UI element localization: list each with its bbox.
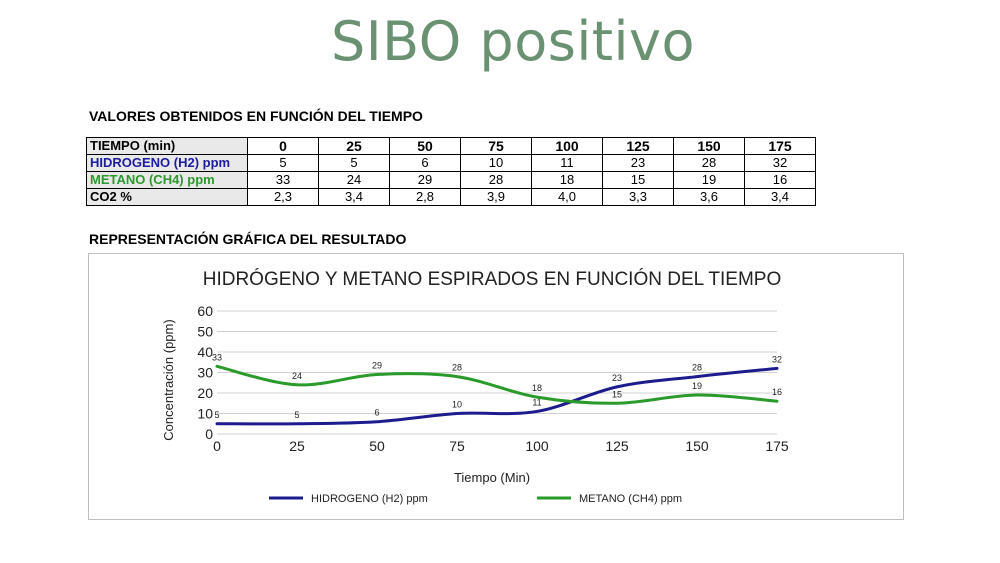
data-label: 16 — [772, 387, 782, 397]
x-tick-label: 0 — [213, 438, 221, 454]
x-axis-label: Tiempo (Min) — [454, 470, 530, 485]
data-label: 28 — [452, 363, 462, 373]
data-label: 10 — [452, 400, 462, 410]
table-cell: 33 — [247, 171, 319, 189]
row-label: METANO (CH4) ppm — [86, 171, 248, 189]
data-label: 29 — [372, 361, 382, 371]
table-cell: 3,4 — [744, 188, 816, 206]
table-cell: 75 — [460, 137, 532, 155]
table-cell: 4,0 — [531, 188, 603, 206]
table-cell: 16 — [744, 171, 816, 189]
data-label: 11 — [532, 397, 541, 407]
y-tick-label: 30 — [197, 365, 213, 381]
data-label: 15 — [612, 389, 622, 399]
table-cell: 25 — [318, 137, 390, 155]
table-cell: 2,8 — [389, 188, 461, 206]
table-row: CO2 % 2,3 3,4 2,8 3,9 4,0 3,3 3,6 3,4 — [86, 188, 816, 206]
table-cell: 3,6 — [673, 188, 745, 206]
table-cell: 18 — [531, 171, 603, 189]
table-cell: 5 — [247, 154, 319, 172]
table-cell: 150 — [673, 137, 745, 155]
data-label: 5 — [214, 410, 219, 420]
table-cell: 10 — [460, 154, 532, 172]
table-cell: 5 — [318, 154, 390, 172]
data-label: 33 — [212, 352, 222, 362]
series-line-hidrogeno — [215, 366, 779, 426]
page-title: SIBO positivo — [330, 10, 696, 73]
data-label: 32 — [772, 354, 782, 364]
table-header-row: TIEMPO (min) 0 25 50 75 100 125 150 175 — [86, 137, 816, 155]
y-tick-label: 10 — [197, 406, 213, 422]
data-label: 5 — [294, 410, 299, 420]
table-cell: 3,9 — [460, 188, 532, 206]
legend-label: HIDROGENO (H2) ppm — [311, 493, 428, 505]
table-cell: 29 — [389, 171, 461, 189]
line-chart: HIDRÓGENO Y METANO ESPIRADOS EN FUNCIÓN … — [161, 268, 789, 505]
values-table: TIEMPO (min) 0 25 50 75 100 125 150 175 HIDROGENO… — [86, 137, 816, 206]
table-cell: 2,3 — [247, 188, 319, 206]
x-tick-label: 100 — [525, 438, 549, 454]
data-label: 24 — [292, 371, 302, 381]
y-tick-label: 50 — [197, 324, 213, 340]
table-section-title: VALORES OBTENIDOS EN FUNCIÓN DEL TIEMPO — [89, 108, 423, 124]
x-tick-label: 150 — [685, 438, 709, 454]
table-row: HIDROGENO (H2) ppm 5 5 6 10 11 23 28 32 — [86, 154, 816, 172]
table-cell: 28 — [460, 171, 532, 189]
row-label: HIDROGENO (H2) ppm — [86, 154, 248, 172]
y-tick-label: 40 — [197, 344, 213, 360]
chart-container: HIDRÓGENO Y METANO ESPIRADOS EN FUNCIÓN … — [88, 253, 904, 520]
legend-label: METANO (CH4) ppm — [579, 493, 682, 505]
series-line-metano — [215, 364, 779, 405]
chart-section-title: REPRESENTACIÓN GRÁFICA DEL RESULTADO — [89, 231, 407, 247]
y-axis-label: Concentración (ppm) — [161, 319, 176, 440]
table-cell: 23 — [602, 154, 674, 172]
y-tick-label: 0 — [205, 426, 213, 442]
table-cell: 175 — [744, 137, 816, 155]
table-cell: 28 — [673, 154, 745, 172]
table-cell: 19 — [673, 171, 745, 189]
data-label: 28 — [692, 363, 702, 373]
row-label: CO2 % — [86, 188, 248, 206]
y-tick-label: 20 — [197, 385, 213, 401]
y-tick-label: 60 — [197, 303, 213, 319]
table-cell: 6 — [389, 154, 461, 172]
table-cell: 15 — [602, 171, 674, 189]
table-cell: 11 — [531, 154, 603, 172]
table-cell: 125 — [602, 137, 674, 155]
table-cell: 50 — [389, 137, 461, 155]
table-cell: 3,3 — [602, 188, 674, 206]
table-cell: 3,4 — [318, 188, 390, 206]
row-label: TIEMPO (min) — [86, 137, 248, 155]
x-tick-label: 75 — [449, 438, 465, 454]
table-cell: 0 — [247, 137, 319, 155]
table-cell: 32 — [744, 154, 816, 172]
x-tick-label: 175 — [765, 438, 789, 454]
chart-title: HIDRÓGENO Y METANO ESPIRADOS EN FUNCIÓN … — [203, 268, 782, 290]
table-cell: 100 — [531, 137, 603, 155]
table-cell: 24 — [318, 171, 390, 189]
x-tick-label: 125 — [605, 438, 629, 454]
x-tick-label: 25 — [289, 438, 305, 454]
data-label: 23 — [612, 373, 622, 383]
data-label: 18 — [532, 383, 542, 393]
data-label: 19 — [692, 381, 702, 391]
table-row: METANO (CH4) ppm 33 24 29 28 18 15 19 16 — [86, 171, 816, 189]
data-label: 6 — [374, 408, 379, 418]
x-tick-label: 50 — [369, 438, 385, 454]
